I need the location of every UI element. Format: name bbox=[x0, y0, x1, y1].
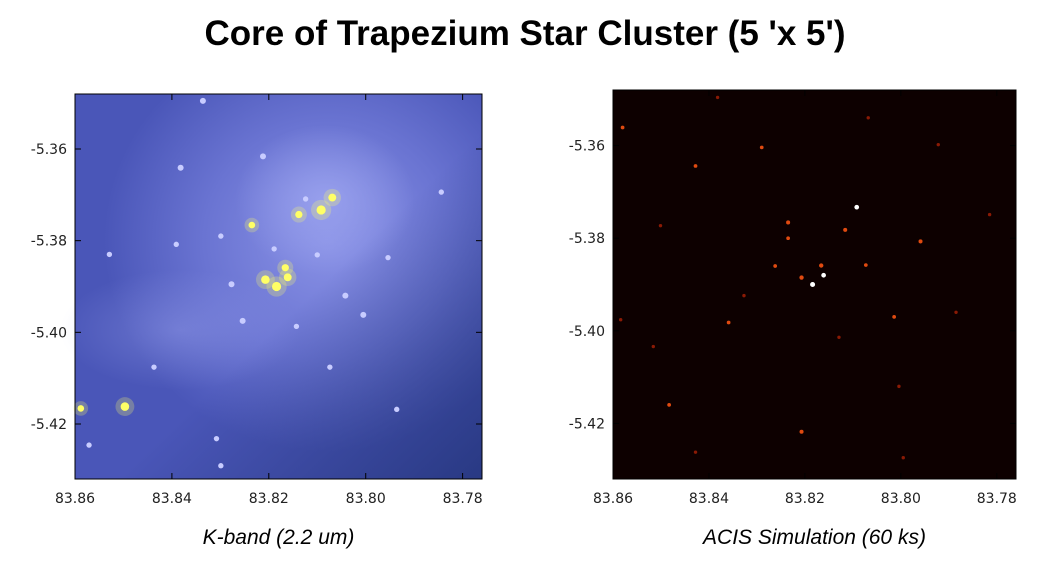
source-point bbox=[715, 95, 720, 100]
source-point bbox=[271, 281, 282, 292]
y-tick-label: -5.40 bbox=[31, 325, 67, 341]
y-tick-label: -5.38 bbox=[31, 234, 67, 250]
source-point bbox=[360, 311, 367, 318]
source-point bbox=[77, 405, 85, 412]
acis-caption: ACIS Simulation (60 ks) bbox=[703, 526, 926, 549]
source-point bbox=[239, 317, 246, 324]
source-point bbox=[177, 164, 184, 171]
y-tick-label: -5.36 bbox=[569, 139, 605, 155]
source-point bbox=[327, 364, 333, 370]
x-tick-label: 83.86 bbox=[593, 491, 633, 507]
acis-panel: 83.86 83.84 83.82 83.80 83.78 -5.36 -5.38 -5.40… bbox=[569, 89, 1017, 507]
y-tick-label: -5.36 bbox=[31, 142, 67, 158]
x-tick-label: 83.80 bbox=[881, 491, 921, 507]
k-band-frame bbox=[74, 93, 483, 480]
source-point bbox=[693, 164, 698, 168]
source-point bbox=[759, 145, 764, 150]
x-tick-label: 83.78 bbox=[977, 491, 1017, 507]
source-point bbox=[892, 315, 897, 319]
acis-sources bbox=[618, 95, 992, 460]
source-point bbox=[259, 153, 266, 160]
source-point bbox=[120, 402, 130, 411]
source-point bbox=[295, 210, 303, 219]
source-point bbox=[438, 189, 444, 195]
source-point bbox=[385, 254, 391, 261]
source-point bbox=[271, 246, 277, 252]
acis-frame bbox=[612, 89, 1017, 480]
source-point bbox=[620, 125, 625, 130]
source-point bbox=[228, 281, 235, 288]
source-point bbox=[281, 264, 289, 272]
source-point bbox=[218, 233, 224, 239]
source-point bbox=[773, 264, 778, 268]
source-point bbox=[866, 116, 870, 120]
source-point bbox=[658, 223, 663, 228]
source-point bbox=[86, 442, 92, 448]
source-point bbox=[726, 320, 731, 325]
source-point bbox=[786, 220, 791, 225]
x-tick-label: 83.86 bbox=[55, 491, 95, 507]
source-point bbox=[314, 252, 320, 258]
source-point bbox=[987, 212, 992, 217]
source-point bbox=[316, 205, 326, 215]
source-point bbox=[918, 239, 923, 244]
source-point bbox=[693, 450, 698, 454]
source-point bbox=[173, 241, 179, 248]
x-tick-label: 83.84 bbox=[152, 491, 192, 507]
source-point bbox=[261, 275, 270, 284]
source-point bbox=[799, 429, 804, 434]
source-point bbox=[819, 263, 824, 268]
y-tick-label: -5.40 bbox=[569, 324, 605, 340]
x-tick-label: 83.82 bbox=[249, 491, 289, 507]
source-point bbox=[742, 293, 746, 298]
source-point bbox=[302, 196, 309, 202]
source-point bbox=[199, 97, 206, 104]
source-point bbox=[283, 273, 292, 282]
k-band-sources bbox=[73, 97, 444, 469]
source-point bbox=[810, 282, 816, 287]
source-point bbox=[213, 435, 220, 442]
y-tick-label: -5.38 bbox=[569, 231, 605, 247]
figure-title: Core of Trapezium Star Cluster (5 'x 5') bbox=[204, 14, 846, 53]
source-point bbox=[954, 310, 958, 314]
x-tick-label: 83.78 bbox=[443, 491, 483, 507]
source-point bbox=[837, 335, 841, 339]
source-point bbox=[293, 323, 300, 330]
source-point bbox=[897, 384, 901, 389]
source-point bbox=[651, 344, 655, 349]
source-point bbox=[618, 317, 623, 322]
source-point bbox=[786, 236, 790, 241]
y-tick-label: -5.42 bbox=[569, 416, 605, 432]
source-point bbox=[394, 406, 400, 413]
x-tick-label: 83.84 bbox=[689, 491, 729, 507]
source-point bbox=[667, 403, 671, 407]
source-point bbox=[863, 263, 868, 267]
source-point bbox=[843, 227, 848, 232]
x-tick-label: 83.80 bbox=[346, 491, 386, 507]
source-point bbox=[328, 193, 337, 202]
source-point bbox=[821, 272, 826, 278]
source-point bbox=[218, 463, 224, 469]
k-band-panel: 83.86 83.84 83.82 83.80 83.78 -5.36 -5.38 -5.40… bbox=[31, 93, 483, 507]
source-point bbox=[901, 455, 905, 460]
source-point bbox=[854, 204, 860, 210]
source-point bbox=[342, 292, 349, 299]
k-band-caption: K-band (2.2 um) bbox=[202, 526, 355, 549]
source-point bbox=[248, 221, 256, 229]
y-tick-label: -5.42 bbox=[31, 417, 67, 433]
source-point bbox=[799, 275, 804, 280]
source-point bbox=[936, 142, 940, 147]
source-point bbox=[106, 251, 113, 258]
source-point bbox=[151, 364, 157, 370]
x-tick-label: 83.82 bbox=[785, 491, 825, 507]
